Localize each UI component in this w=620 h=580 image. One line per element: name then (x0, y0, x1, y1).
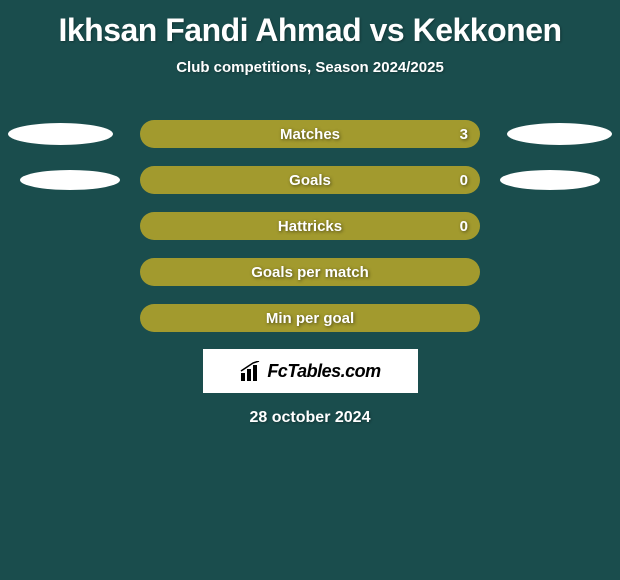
stat-label: Min per goal (266, 310, 354, 327)
stat-row-goals-per-match: Goals per match (0, 249, 620, 295)
ellipse-left (20, 170, 120, 190)
stats-container: Matches 3 Goals 0 Hattricks 0 Goals per … (0, 111, 620, 341)
stat-row-goals: Goals 0 (0, 157, 620, 203)
stat-label: Matches (280, 126, 340, 143)
stat-bar: Goals 0 (140, 166, 480, 194)
stat-row-min-per-goal: Min per goal (0, 295, 620, 341)
stat-bar: Min per goal (140, 304, 480, 332)
ellipse-right (507, 123, 612, 145)
subtitle: Club competitions, Season 2024/2025 (0, 59, 620, 76)
stat-value: 0 (460, 172, 468, 189)
ellipse-left (8, 123, 113, 145)
stat-bar: Hattricks 0 (140, 212, 480, 240)
stat-bar: Matches 3 (140, 120, 480, 148)
stat-label: Goals per match (251, 264, 369, 281)
date-text: 28 october 2024 (0, 409, 620, 427)
stat-bar: Goals per match (140, 258, 480, 286)
logo-text: FcTables.com (267, 361, 380, 382)
stat-row-hattricks: Hattricks 0 (0, 203, 620, 249)
logo-box: FcTables.com (203, 349, 418, 393)
stat-row-matches: Matches 3 (0, 111, 620, 157)
stat-label: Goals (289, 172, 331, 189)
page-title: Ikhsan Fandi Ahmad vs Kekkonen (0, 0, 620, 49)
stat-value: 0 (460, 218, 468, 235)
stat-label: Hattricks (278, 218, 342, 235)
stat-value: 3 (460, 126, 468, 143)
chart-icon (239, 361, 263, 381)
ellipse-right (500, 170, 600, 190)
